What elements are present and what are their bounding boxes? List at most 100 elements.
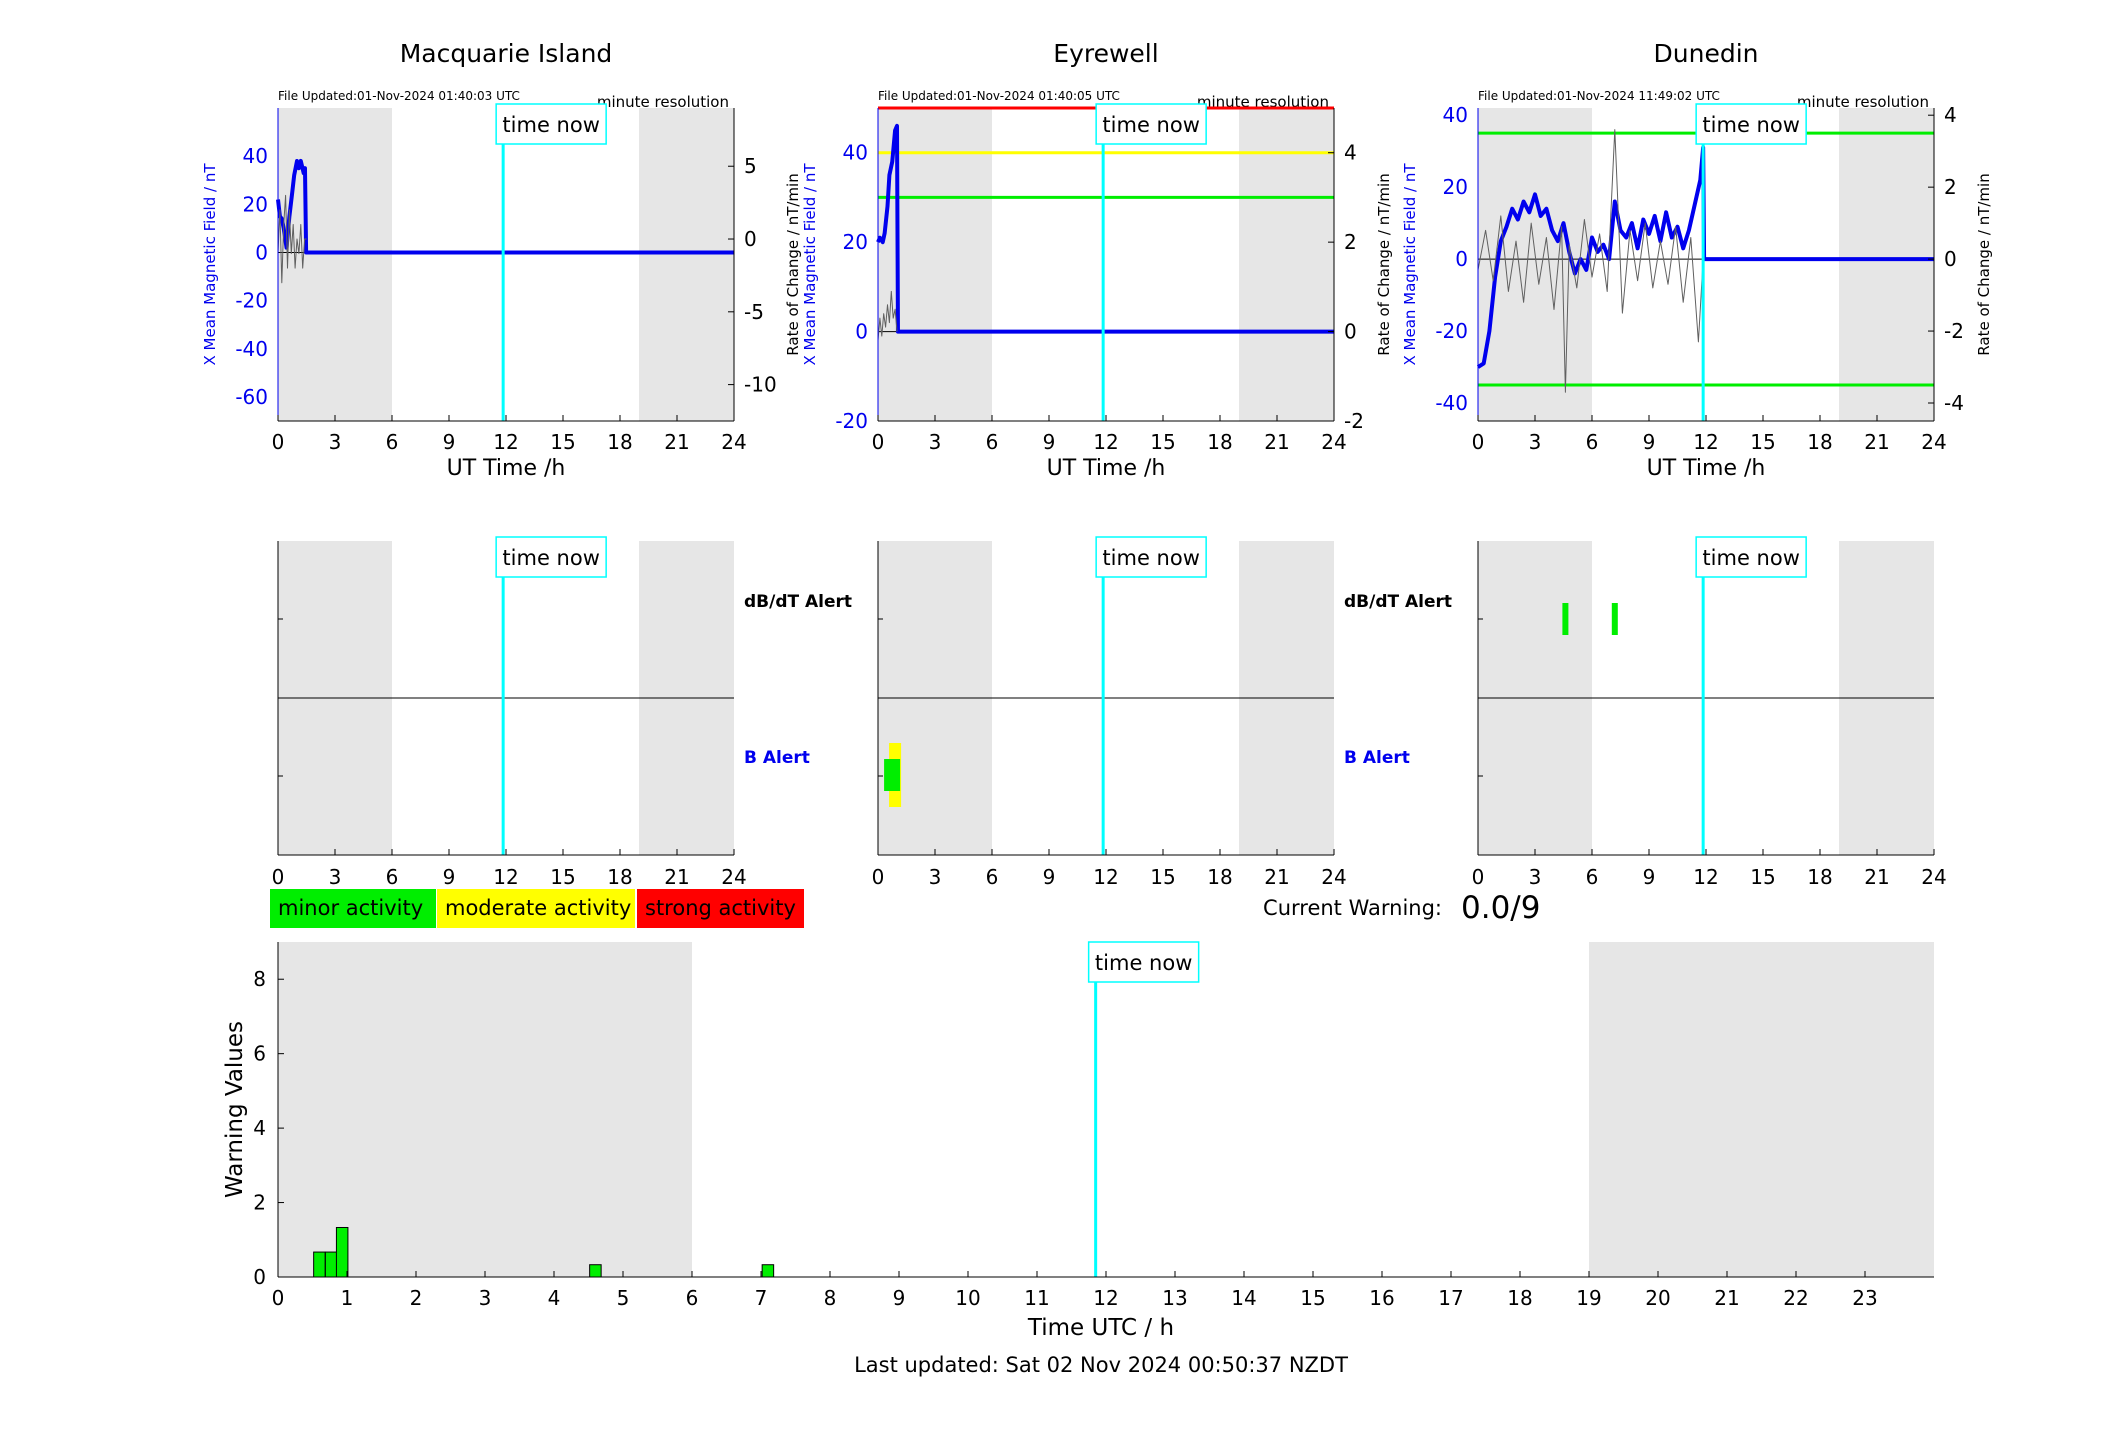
y-right-tick-label: 4 bbox=[1344, 141, 1357, 165]
x-tick-label: 15 bbox=[1150, 430, 1175, 454]
x-axis-label: Time UTC / h bbox=[1027, 1315, 1174, 1341]
x-tick-label: 15 bbox=[1750, 430, 1775, 454]
y-right-tick-label: -10 bbox=[744, 373, 777, 397]
x-tick-label: 3 bbox=[929, 430, 942, 454]
warning-bar-3 bbox=[589, 1264, 602, 1278]
warning-bar-0 bbox=[313, 1251, 326, 1278]
x-axis-label: UT Time /h bbox=[1047, 456, 1166, 481]
alert-panel-1: time now 0 3 6 9 12 15 18 21 24 dB/dT Alert B Alert bbox=[872, 536, 1452, 889]
mid-time-now-box bbox=[495, 536, 607, 578]
x-tick-label: 0 bbox=[272, 1286, 285, 1310]
x-tick-label: 8 bbox=[824, 1286, 837, 1310]
x-tick-label: 14 bbox=[1231, 1286, 1256, 1310]
warning-bar-2 bbox=[335, 1226, 349, 1278]
x-tick-label: 9 bbox=[893, 1286, 906, 1310]
top-time-now-text: time now bbox=[1102, 113, 1199, 137]
bottom-time-now-label: time now bbox=[1087, 941, 1200, 983]
x-tick-label: 9 bbox=[1643, 430, 1656, 454]
x-tick-label: 21 bbox=[664, 865, 689, 889]
y-tick-label: 0 bbox=[1455, 247, 1468, 271]
x-tick-label: 18 bbox=[607, 865, 632, 889]
activity-legend: minor activity moderate activity strong ac… bbox=[270, 889, 804, 928]
top-time-now-box bbox=[1095, 103, 1207, 145]
rate-series-line bbox=[1477, 129, 1704, 393]
x-tick-label: 0 bbox=[872, 430, 885, 454]
panel-title: Macquarie Island bbox=[400, 39, 613, 68]
x-tick-label: 18 bbox=[1207, 865, 1232, 889]
resolution-text: minute resolution bbox=[1797, 93, 1929, 111]
mid-time-now-text: time now bbox=[502, 546, 599, 570]
dbdt-alert-label: dB/dT Alert bbox=[744, 592, 852, 612]
x-tick-label: 12 bbox=[493, 865, 518, 889]
x-tick-label: 18 bbox=[1207, 430, 1232, 454]
x-tick-label: 6 bbox=[386, 430, 399, 454]
legend-label-0: minor activity bbox=[278, 896, 423, 920]
y-tick-label: 4 bbox=[253, 1116, 266, 1140]
top-time-now-text: time now bbox=[1702, 113, 1799, 137]
top-time-now-label: time now bbox=[1695, 103, 1807, 145]
x-tick-label: 15 bbox=[1150, 865, 1175, 889]
y-tick-label: 20 bbox=[1443, 175, 1468, 199]
mid-time-now-text: time now bbox=[1102, 546, 1199, 570]
x-tick-label: 23 bbox=[1852, 1286, 1877, 1310]
alert-panel-2: time now 0 3 6 9 12 15 18 21 24 bbox=[1472, 536, 1947, 889]
x-tick-label: 4 bbox=[548, 1286, 561, 1310]
x-tick-label: 24 bbox=[1921, 430, 1946, 454]
bottom-time-now-text: time now bbox=[1095, 951, 1192, 975]
x-tick-label: 24 bbox=[1321, 430, 1346, 454]
x-axis-label: UT Time /h bbox=[447, 456, 566, 481]
x-tick-label: 12 bbox=[1693, 865, 1718, 889]
resolution-text: minute resolution bbox=[597, 93, 729, 111]
x-tick-label: 10 bbox=[955, 1286, 980, 1310]
x-tick-label: 9 bbox=[1043, 865, 1056, 889]
x-tick-label: 17 bbox=[1438, 1286, 1463, 1310]
b-alert-label: B Alert bbox=[1344, 748, 1410, 768]
x-tick-label: 3 bbox=[929, 865, 942, 889]
station-panel-2: Dunedin File Updated:01-Nov-2024 11:49:02… bbox=[1401, 39, 1993, 481]
x-tick-label: 1 bbox=[341, 1286, 354, 1310]
x-tick-label: 18 bbox=[607, 430, 632, 454]
current-warning-label: Current Warning: bbox=[1263, 896, 1442, 920]
legend-label-1: moderate activity bbox=[445, 896, 631, 920]
y-axis-label: X Mean Magnetic Field / nT bbox=[201, 163, 219, 366]
left-rate-axis-label: Rate of Change / nT/min bbox=[784, 173, 802, 355]
file-updated-text: File Updated:01-Nov-2024 01:40:03 UTC bbox=[278, 89, 520, 103]
bottom-time-now-box bbox=[1087, 941, 1200, 983]
x-tick-label: 11 bbox=[1024, 1286, 1049, 1310]
y-tick-label: -20 bbox=[235, 289, 268, 313]
y-tick-label: 0 bbox=[255, 240, 268, 264]
last-updated-text: Last updated: Sat 02 Nov 2024 00:50:37 N… bbox=[854, 1353, 1348, 1377]
dbdt-alert-label: dB/dT Alert bbox=[1344, 592, 1452, 612]
night-shade-1 bbox=[639, 108, 734, 421]
x-tick-label: 3 bbox=[1529, 865, 1542, 889]
station-panel-0: Macquarie Island File Updated:01-Nov-2024… bbox=[201, 39, 777, 481]
x-tick-label: 15 bbox=[1300, 1286, 1325, 1310]
y-right-tick-label: 0 bbox=[744, 227, 757, 251]
x-tick-label: 22 bbox=[1783, 1286, 1808, 1310]
night-shade-0 bbox=[878, 108, 992, 421]
x-tick-label: 12 bbox=[1093, 865, 1118, 889]
y-right-tick-label: -5 bbox=[744, 300, 764, 324]
rate-series-line bbox=[877, 290, 898, 341]
dbdt-alert-mark-1 bbox=[1611, 603, 1618, 635]
night-shade-1 bbox=[1239, 108, 1334, 421]
y-right-tick-label: -2 bbox=[1344, 409, 1364, 433]
x-tick-label: 0 bbox=[1472, 865, 1485, 889]
mid-time-now-box bbox=[1695, 536, 1807, 578]
night-shade-1 bbox=[1589, 942, 1934, 1277]
x-tick-label: 21 bbox=[1264, 865, 1289, 889]
legend-swatch-2 bbox=[637, 889, 804, 928]
mid-time-now-label: time now bbox=[495, 536, 607, 578]
top-time-now-label: time now bbox=[495, 103, 607, 145]
y-right-axis-label: Rate of Change / nT/min bbox=[1375, 173, 1393, 355]
station-panel-1: Eyrewell File Updated:01-Nov-2024 01:40:0… bbox=[784, 39, 1393, 481]
y-right-tick-label: 2 bbox=[1344, 230, 1357, 254]
y-tick-label: -20 bbox=[835, 409, 868, 433]
file-updated-text: File Updated:01-Nov-2024 11:49:02 UTC bbox=[1478, 89, 1720, 103]
legend-label-2: strong activity bbox=[645, 896, 796, 920]
panel-title: Eyrewell bbox=[1053, 39, 1158, 68]
warning-bar-4 bbox=[761, 1264, 775, 1278]
y-tick-label: 6 bbox=[253, 1042, 266, 1066]
